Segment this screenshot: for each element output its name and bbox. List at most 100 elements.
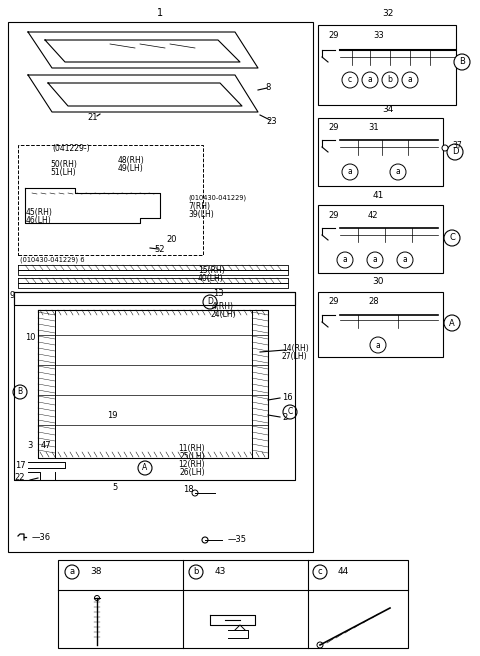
Text: 23: 23 — [267, 117, 277, 127]
Text: 37: 37 — [452, 140, 462, 150]
Text: a: a — [376, 340, 380, 350]
Circle shape — [65, 565, 79, 579]
Text: 17: 17 — [15, 461, 25, 470]
Text: a: a — [372, 255, 377, 264]
Text: 9: 9 — [10, 291, 14, 300]
Text: —36: —36 — [32, 533, 51, 543]
Text: 4(RH): 4(RH) — [212, 302, 234, 312]
Text: a: a — [396, 167, 400, 176]
Text: (010430-041229): (010430-041229) — [188, 195, 246, 201]
Text: C: C — [288, 407, 293, 417]
Text: 5: 5 — [112, 483, 118, 491]
Text: 10: 10 — [25, 333, 35, 342]
Text: 29: 29 — [328, 298, 338, 306]
Text: D: D — [207, 298, 213, 306]
Circle shape — [203, 295, 217, 309]
Circle shape — [313, 565, 327, 579]
Text: 34: 34 — [382, 106, 394, 115]
Text: b: b — [193, 567, 199, 577]
Bar — [58, 560, 408, 648]
Text: 1: 1 — [157, 8, 163, 18]
Text: 30: 30 — [372, 277, 384, 287]
Circle shape — [442, 145, 448, 151]
Text: a: a — [70, 567, 74, 577]
Bar — [318, 292, 443, 357]
Text: 38: 38 — [90, 567, 101, 577]
Circle shape — [402, 72, 418, 88]
Text: —35: —35 — [228, 535, 247, 544]
Text: 31: 31 — [368, 123, 379, 133]
Text: D: D — [452, 148, 458, 157]
Text: 19: 19 — [107, 411, 117, 419]
Text: B: B — [459, 58, 465, 66]
Text: 27(LH): 27(LH) — [282, 352, 308, 361]
Circle shape — [337, 252, 353, 268]
Text: 2: 2 — [282, 413, 287, 422]
Text: 20: 20 — [167, 236, 177, 245]
Bar — [318, 25, 456, 105]
Text: 7(RH): 7(RH) — [188, 203, 210, 211]
Text: A: A — [143, 464, 148, 472]
Text: 49(LH): 49(LH) — [118, 163, 144, 173]
Text: 29: 29 — [328, 123, 338, 133]
Bar — [318, 205, 443, 273]
Circle shape — [342, 164, 358, 180]
Text: 3: 3 — [27, 440, 33, 449]
Text: 14(RH): 14(RH) — [282, 344, 309, 352]
Text: 11(RH): 11(RH) — [179, 443, 205, 453]
Circle shape — [382, 72, 398, 88]
Circle shape — [397, 252, 413, 268]
Text: 41: 41 — [372, 192, 384, 201]
Text: 44: 44 — [338, 567, 349, 577]
Circle shape — [202, 537, 208, 543]
Circle shape — [454, 54, 470, 70]
Text: B: B — [17, 388, 23, 396]
Text: 18: 18 — [183, 485, 193, 495]
Text: 50(RH): 50(RH) — [50, 161, 77, 169]
Circle shape — [444, 230, 460, 246]
Text: 33: 33 — [373, 30, 384, 39]
Circle shape — [317, 642, 323, 648]
Text: 39(LH): 39(LH) — [188, 211, 214, 220]
Text: 25(LH): 25(LH) — [179, 451, 205, 461]
Text: 15(RH): 15(RH) — [198, 266, 225, 274]
Circle shape — [138, 461, 152, 475]
Bar — [18, 145, 203, 255]
Text: 51(LH): 51(LH) — [50, 169, 76, 178]
Circle shape — [390, 164, 406, 180]
Text: 29: 29 — [328, 211, 338, 220]
Circle shape — [192, 490, 198, 496]
Text: 29: 29 — [328, 30, 338, 39]
Text: 45(RH): 45(RH) — [26, 209, 53, 218]
Text: A: A — [449, 319, 455, 327]
Circle shape — [444, 315, 460, 331]
Text: 32: 32 — [382, 9, 394, 18]
Circle shape — [283, 405, 297, 419]
Text: a: a — [408, 75, 412, 85]
Text: 8: 8 — [265, 83, 271, 92]
Text: 28: 28 — [368, 298, 379, 306]
Circle shape — [367, 252, 383, 268]
Text: 43: 43 — [215, 567, 227, 577]
Circle shape — [189, 565, 203, 579]
Text: 42: 42 — [368, 211, 379, 220]
Bar — [8, 22, 313, 552]
Text: 13: 13 — [213, 289, 223, 298]
Circle shape — [362, 72, 378, 88]
Text: a: a — [368, 75, 372, 85]
Text: a: a — [343, 255, 348, 264]
Text: 47: 47 — [41, 440, 51, 449]
Text: 24(LH): 24(LH) — [210, 310, 236, 319]
Text: 21: 21 — [88, 113, 98, 123]
Text: C: C — [449, 234, 455, 243]
Text: 22: 22 — [15, 472, 25, 482]
Text: 40(LH): 40(LH) — [198, 274, 224, 283]
Text: 48(RH): 48(RH) — [118, 155, 145, 165]
Text: c: c — [318, 567, 322, 577]
Text: a: a — [403, 255, 408, 264]
Text: 52: 52 — [155, 245, 165, 255]
Text: 16: 16 — [282, 394, 293, 403]
Circle shape — [342, 72, 358, 88]
Circle shape — [447, 144, 463, 160]
Text: c: c — [348, 75, 352, 85]
